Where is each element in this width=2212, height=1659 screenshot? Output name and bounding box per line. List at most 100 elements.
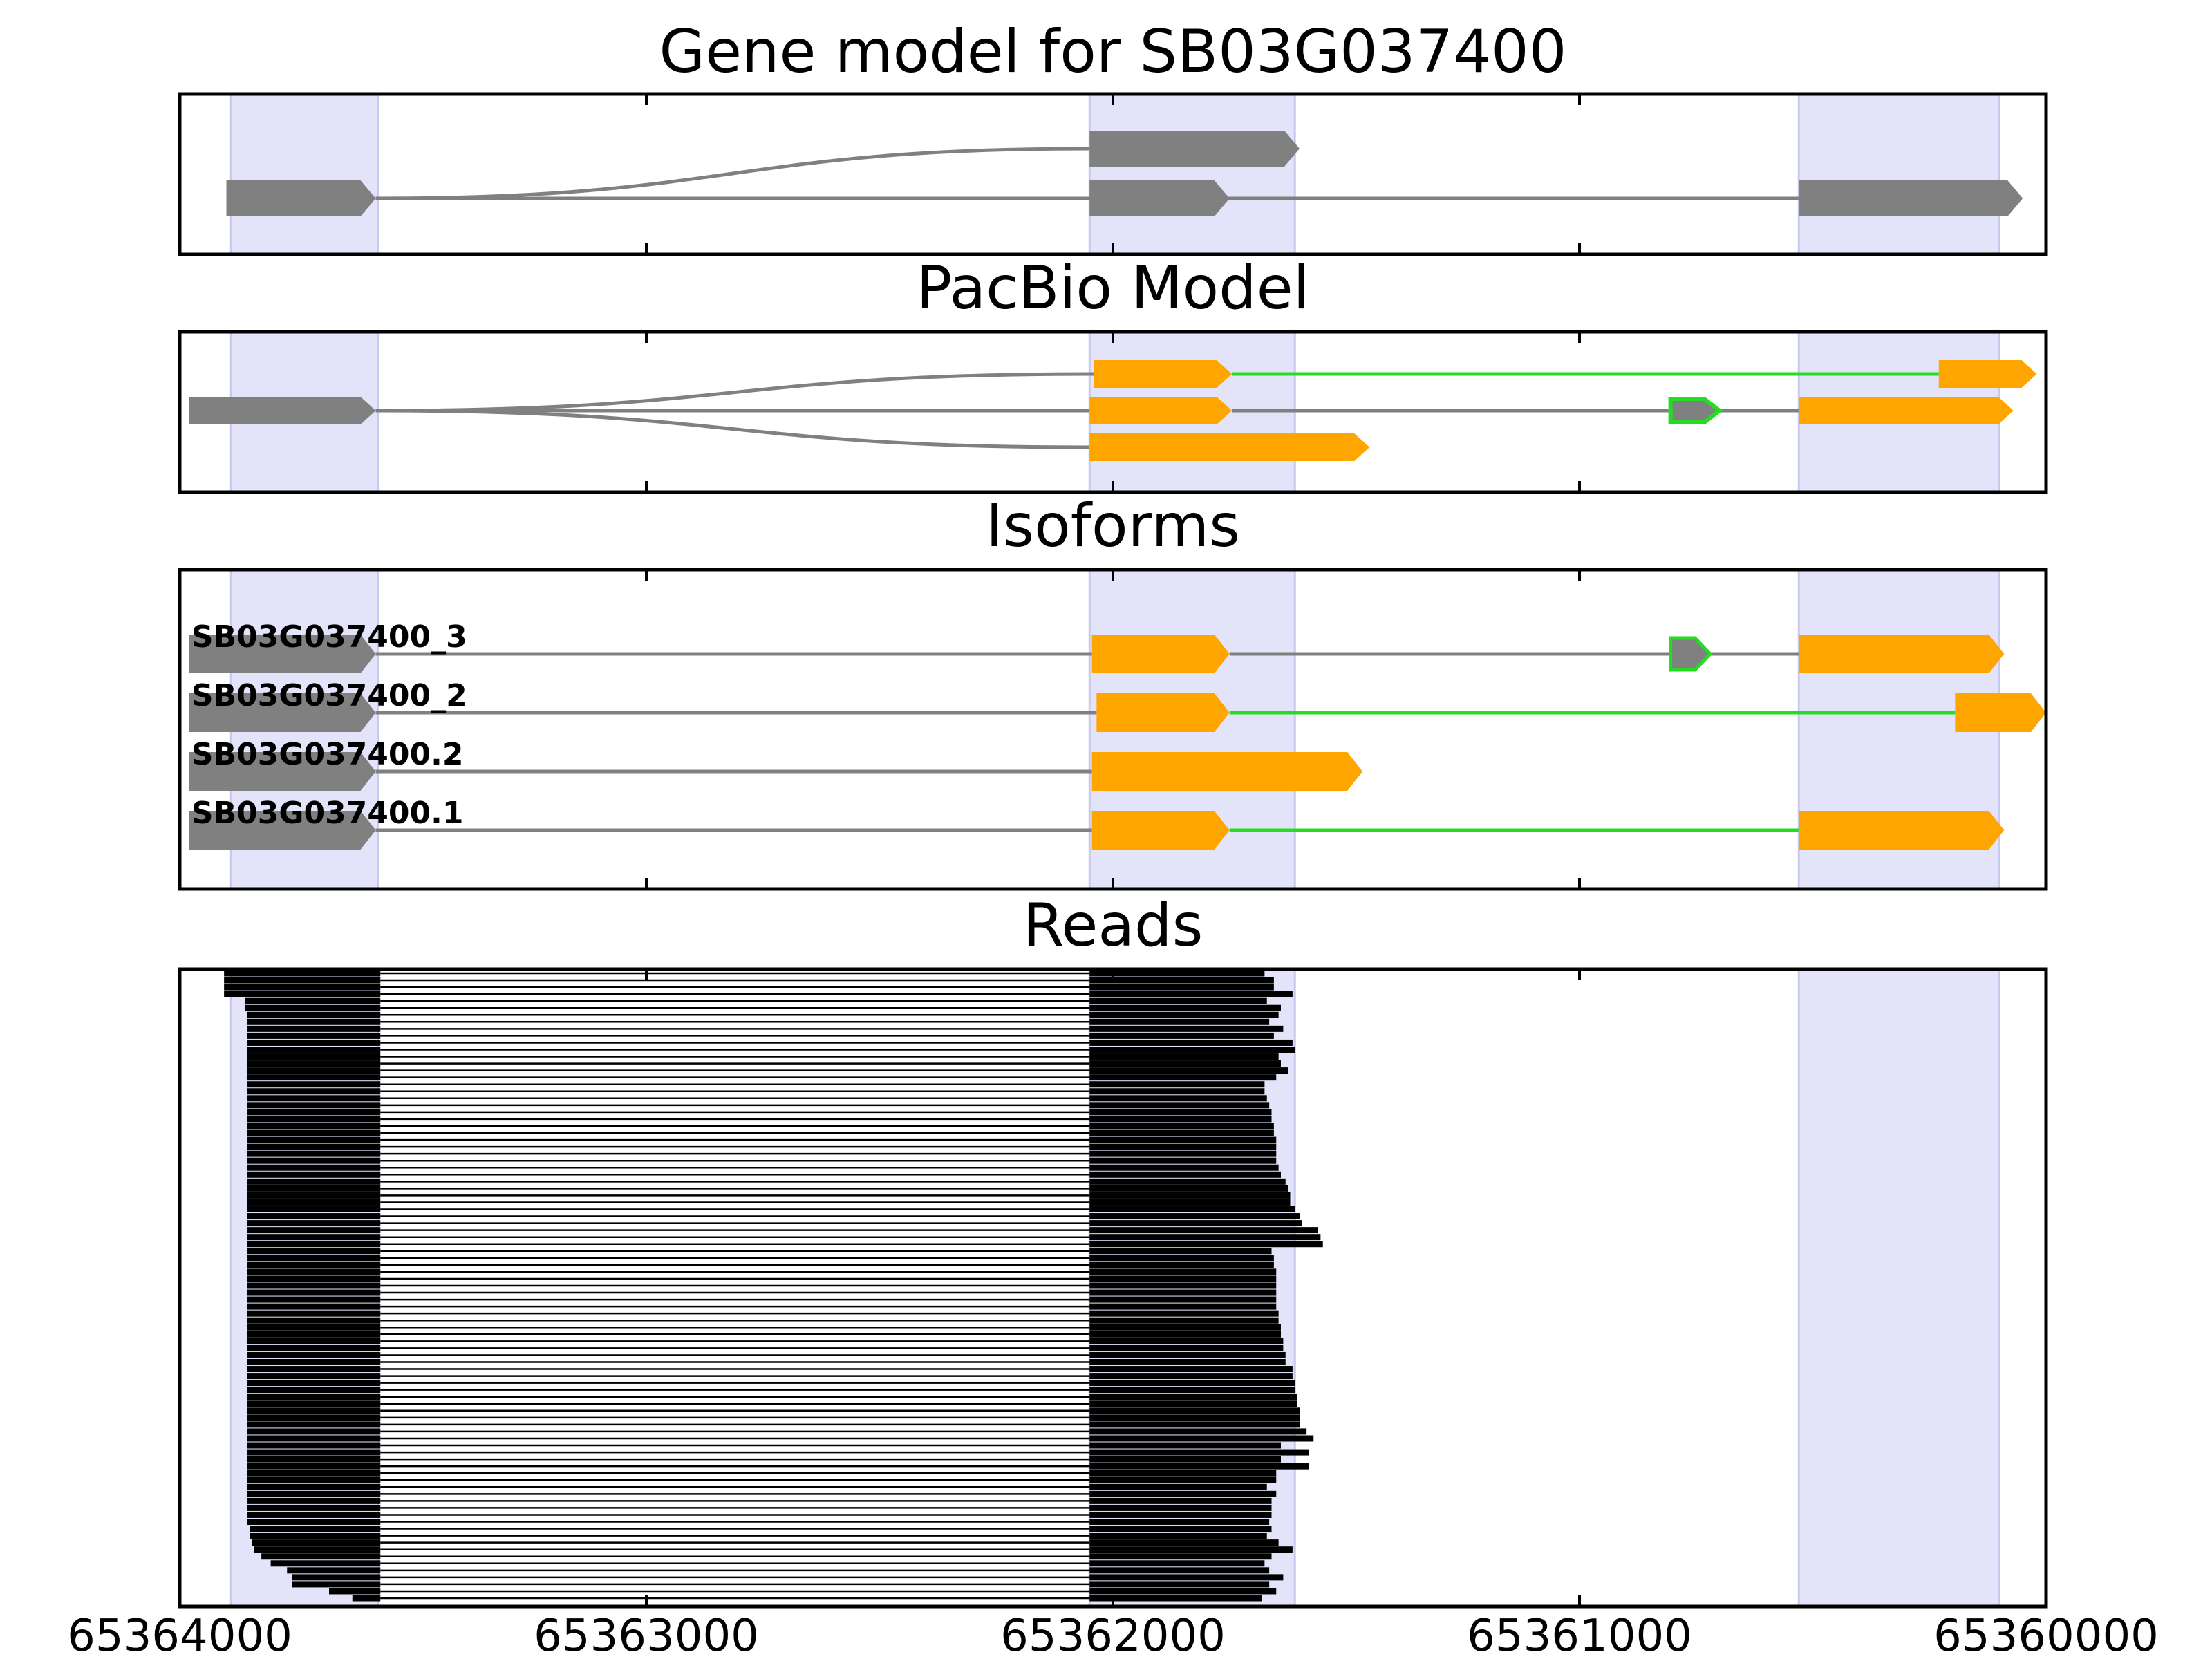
isoform-row: SB03G037400.1 [189, 796, 2005, 850]
read-block [1089, 1567, 1270, 1574]
read-row [247, 1331, 1281, 1338]
read-block [1089, 1150, 1277, 1157]
read-row [247, 1351, 1286, 1358]
read-block [247, 1463, 381, 1470]
read-block [247, 1185, 381, 1192]
isoform-label: SB03G037400.2 [191, 737, 464, 772]
isoform-row: SB03G037400_3 [189, 619, 2005, 673]
read-block [247, 1095, 381, 1102]
read-block [247, 1143, 381, 1150]
read-block [1089, 1227, 1318, 1234]
read-row [247, 1011, 1279, 1018]
x-tick-label: 65364000 [67, 1611, 292, 1659]
exon-block [1091, 752, 1363, 791]
read-block [250, 1533, 381, 1539]
read-row [247, 1519, 1270, 1526]
read-block [224, 970, 381, 977]
read-block [1089, 1324, 1281, 1331]
intron-curve [375, 409, 1090, 449]
read-block [247, 1442, 381, 1449]
read-block [247, 1400, 381, 1407]
read-block [247, 1150, 381, 1157]
read-block [1089, 1074, 1277, 1081]
isoform-label: SB03G037400.1 [191, 796, 464, 831]
read-block [1089, 1004, 1281, 1011]
pacbio-model-track [189, 360, 2037, 461]
read-block [247, 1511, 381, 1518]
exon-block [1799, 811, 2005, 850]
exon-block [226, 180, 376, 216]
exon-block [189, 811, 376, 850]
read-row [247, 1136, 1277, 1143]
read-block [247, 1171, 381, 1178]
exon-block [1799, 397, 2014, 424]
frame-layer: Gene model for SB03G037400 PacBio Model Is… [67, 17, 2159, 1659]
read-block [247, 1192, 381, 1199]
exon-block [1955, 693, 2046, 732]
read-block [1089, 1351, 1286, 1358]
read-block [1089, 1358, 1286, 1365]
read-block [1089, 1344, 1284, 1351]
read-block [1089, 1123, 1274, 1130]
read-block [1089, 1178, 1286, 1185]
read-row [329, 1588, 1277, 1595]
read-block [247, 1227, 381, 1234]
read-row [247, 1303, 1277, 1310]
exon-block [1799, 180, 2023, 216]
read-row [292, 1581, 1270, 1588]
read-block [1089, 1303, 1277, 1310]
read-block [247, 1213, 381, 1220]
read-block [1089, 1275, 1277, 1282]
read-block [1089, 1046, 1295, 1053]
read-row [247, 1282, 1277, 1289]
read-row [247, 1164, 1279, 1171]
read-block [247, 1178, 381, 1185]
read-row [254, 1546, 1293, 1553]
read-block [247, 1136, 381, 1143]
read-block [247, 1102, 381, 1109]
read-block [247, 1519, 381, 1526]
read-row [247, 1178, 1286, 1185]
read-block [247, 1164, 381, 1171]
read-block [247, 1081, 381, 1088]
read-block [247, 1414, 381, 1421]
read-block [247, 1428, 381, 1435]
read-block [247, 1067, 381, 1074]
read-row [247, 1470, 1277, 1477]
read-row [247, 1185, 1288, 1192]
read-block [250, 1526, 381, 1533]
read-block [247, 1262, 381, 1268]
read-block [1089, 1366, 1293, 1373]
read-block [247, 1310, 381, 1317]
read-row [247, 1143, 1277, 1150]
read-block [1089, 1192, 1291, 1199]
read-row [247, 1018, 1270, 1025]
read-block [1089, 984, 1274, 991]
read-row [247, 1497, 1272, 1504]
read-block [247, 1032, 381, 1039]
highlight-band [1797, 968, 2000, 1608]
gene-model-track [226, 131, 2023, 216]
read-block [1089, 1574, 1284, 1581]
read-row [247, 1046, 1295, 1053]
read-block [1089, 1116, 1272, 1123]
read-block [1089, 1248, 1272, 1255]
read-row [247, 1400, 1297, 1407]
read-block [1089, 1394, 1297, 1400]
read-block [247, 1449, 381, 1456]
read-block [1089, 1185, 1288, 1192]
read-block [247, 1206, 381, 1213]
read-block [247, 1373, 381, 1380]
read-block [1089, 1504, 1272, 1511]
read-row [247, 1490, 1277, 1497]
read-row [247, 1366, 1293, 1373]
read-block [224, 991, 381, 997]
read-block [247, 1157, 381, 1164]
read-block [1089, 1296, 1277, 1303]
read-row [247, 1039, 1293, 1046]
exon-block [189, 752, 376, 791]
read-row [247, 1171, 1281, 1178]
read-block [1089, 1060, 1281, 1067]
read-block [247, 1074, 381, 1081]
read-block [247, 1018, 381, 1025]
